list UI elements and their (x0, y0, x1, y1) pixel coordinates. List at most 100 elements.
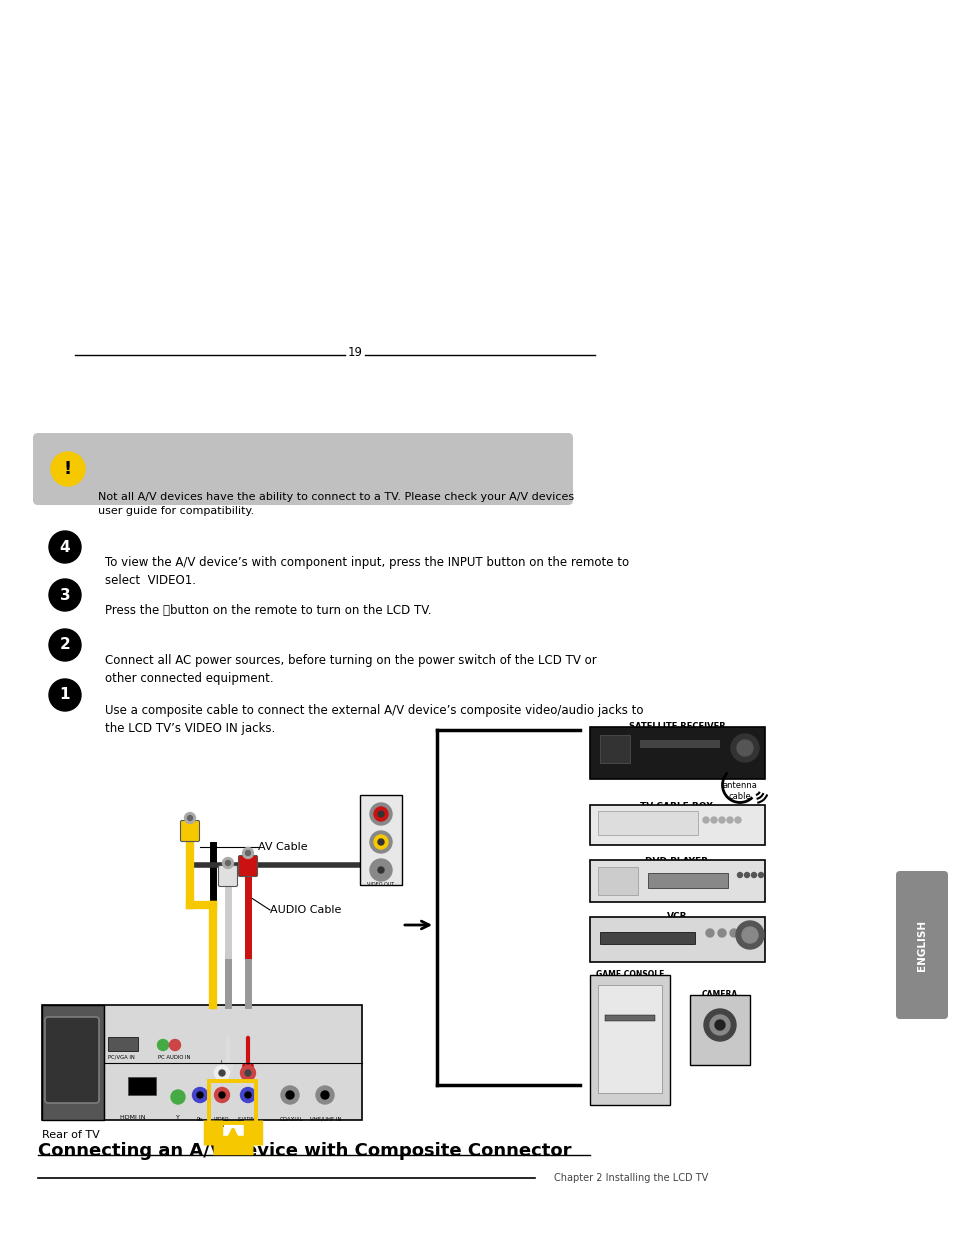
Circle shape (245, 1092, 251, 1098)
Circle shape (240, 1066, 255, 1081)
Circle shape (758, 872, 762, 878)
Bar (589, 860, 764, 902)
Text: R: R (245, 855, 250, 861)
FancyBboxPatch shape (45, 1016, 99, 1103)
Circle shape (370, 860, 392, 881)
Circle shape (719, 818, 724, 823)
Text: Connect all AC power sources, before turning on the power switch of the LCD TV o: Connect all AC power sources, before tur… (105, 655, 597, 685)
Circle shape (730, 734, 759, 762)
Circle shape (245, 1070, 251, 1076)
Bar (599, 932, 695, 944)
Circle shape (377, 811, 384, 818)
Circle shape (743, 872, 749, 878)
Circle shape (171, 1091, 185, 1104)
Text: Pb: Pb (196, 1116, 203, 1123)
Text: 3: 3 (60, 588, 71, 603)
Text: Connecting an A/V Device with Composite Connector: Connecting an A/V Device with Composite … (38, 1142, 571, 1160)
Circle shape (741, 927, 758, 944)
Text: 2: 2 (59, 637, 71, 652)
Text: Rear of TV: Rear of TV (42, 1130, 100, 1140)
Text: VIDEO
IN: VIDEO IN (214, 1116, 230, 1128)
Text: SATELLITE RECEIVER: SATELLITE RECEIVER (628, 722, 724, 731)
Circle shape (281, 1086, 298, 1104)
Text: AUDIO Cable: AUDIO Cable (270, 905, 341, 915)
Text: 19: 19 (347, 346, 362, 359)
Bar (598, 867, 638, 895)
Circle shape (214, 1066, 230, 1081)
Bar (589, 974, 669, 1105)
Circle shape (320, 1091, 329, 1099)
Circle shape (240, 1088, 255, 1103)
Circle shape (374, 863, 388, 877)
Circle shape (374, 835, 388, 848)
Circle shape (370, 831, 392, 853)
Circle shape (315, 1086, 334, 1104)
Circle shape (184, 813, 195, 824)
Circle shape (718, 929, 725, 937)
Text: Y: Y (176, 1115, 180, 1120)
Bar (639, 740, 720, 748)
Circle shape (219, 1070, 225, 1076)
Text: Not all A/V devices have the ability to connect to a TV. Please check your A/V d: Not all A/V devices have the ability to … (98, 492, 574, 516)
Circle shape (225, 861, 231, 866)
Bar (128, 1077, 156, 1095)
Text: !: ! (64, 459, 72, 478)
Text: VHF/UHF IN: VHF/UHF IN (310, 1116, 341, 1123)
Circle shape (196, 1092, 203, 1098)
Circle shape (710, 818, 717, 823)
Bar (42, 1005, 104, 1120)
Circle shape (214, 1088, 230, 1103)
FancyBboxPatch shape (180, 820, 199, 841)
Circle shape (377, 839, 384, 845)
Circle shape (170, 1040, 180, 1051)
Circle shape (714, 1020, 724, 1030)
Bar (598, 986, 661, 1093)
Circle shape (193, 1088, 208, 1103)
FancyBboxPatch shape (218, 866, 237, 887)
Circle shape (737, 872, 741, 878)
Bar (359, 795, 401, 885)
Text: PC AUDIO IN: PC AUDIO IN (158, 1055, 191, 1060)
FancyBboxPatch shape (238, 856, 257, 877)
Text: AV Cable: AV Cable (257, 842, 307, 852)
Text: 4: 4 (60, 540, 71, 555)
Circle shape (222, 857, 233, 868)
Circle shape (705, 929, 713, 937)
Circle shape (286, 1091, 294, 1099)
Circle shape (49, 629, 81, 661)
Text: L: L (226, 864, 230, 871)
Text: CAMERA: CAMERA (701, 990, 738, 999)
Text: 1: 1 (60, 688, 71, 703)
Circle shape (734, 818, 740, 823)
Text: Satellite
antenna
cable: Satellite antenna cable (721, 769, 757, 802)
Bar (589, 727, 764, 779)
Circle shape (49, 579, 81, 611)
Text: To view the A/V device’s with component input, press the INPUT button on the rem: To view the A/V device’s with component … (105, 556, 628, 587)
Circle shape (735, 921, 763, 948)
Text: S-VIDEO
IN: S-VIDEO IN (237, 1116, 258, 1128)
Circle shape (709, 1015, 729, 1035)
Circle shape (51, 452, 85, 487)
Text: ENGLISH: ENGLISH (916, 919, 926, 971)
Circle shape (702, 818, 708, 823)
Circle shape (374, 806, 388, 821)
Text: Press the ⏻button on the remote to turn on the LCD TV.: Press the ⏻button on the remote to turn … (105, 604, 431, 618)
Circle shape (219, 1092, 225, 1098)
Text: HDMI IN: HDMI IN (120, 1115, 146, 1120)
Circle shape (242, 847, 253, 858)
Circle shape (726, 818, 732, 823)
Text: PC/VGA IN: PC/VGA IN (108, 1055, 134, 1060)
Bar (589, 805, 764, 845)
Bar (689, 995, 749, 1065)
Bar (604, 1015, 655, 1021)
Circle shape (741, 929, 749, 937)
Text: R: R (246, 1060, 250, 1065)
Circle shape (157, 1040, 169, 1051)
Text: TV CABLE BOX: TV CABLE BOX (639, 802, 713, 811)
Circle shape (703, 1009, 735, 1041)
Text: VCR: VCR (666, 911, 686, 921)
Text: DVD PLAYER: DVD PLAYER (645, 857, 708, 866)
FancyBboxPatch shape (33, 433, 573, 505)
Bar (598, 811, 698, 835)
FancyBboxPatch shape (895, 871, 947, 1019)
